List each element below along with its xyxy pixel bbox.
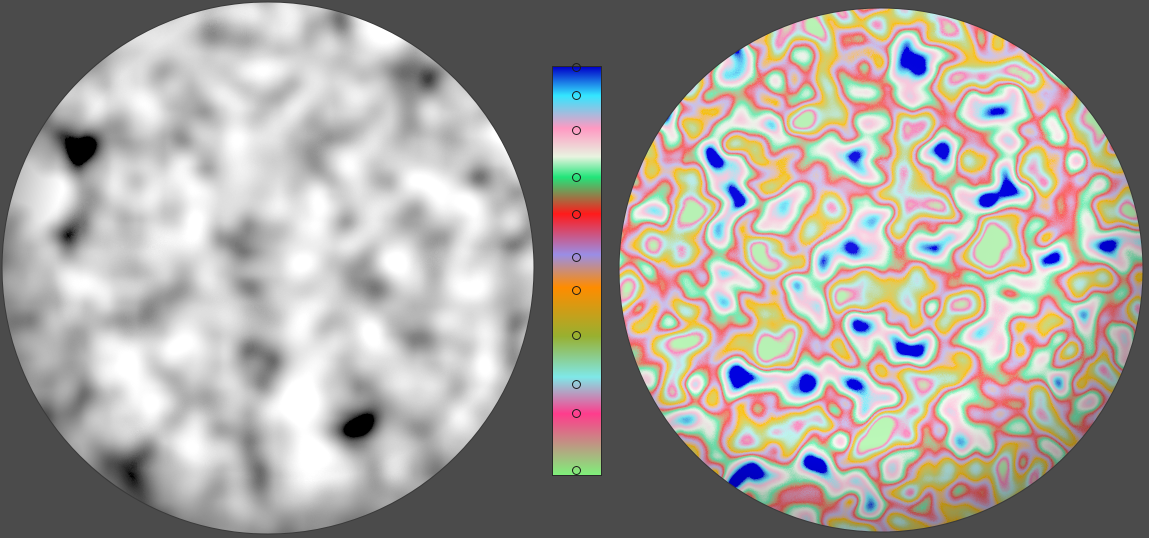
color-stop-handle[interactable] xyxy=(572,63,581,72)
color-stop-handle[interactable] xyxy=(572,173,581,183)
color-stop-handle[interactable] xyxy=(572,408,581,418)
color-stop-handle[interactable] xyxy=(572,331,581,341)
color-ramp[interactable] xyxy=(552,63,602,476)
color-stop-handle[interactable] xyxy=(572,126,581,136)
color-stop-handle[interactable] xyxy=(572,253,581,263)
grayscale-noise-sphere xyxy=(1,1,535,535)
color-stop-handle[interactable] xyxy=(572,91,581,101)
color-stop-handle[interactable] xyxy=(572,285,581,295)
color-stop-handle[interactable] xyxy=(572,380,581,390)
color-stop-handle[interactable] xyxy=(572,466,581,475)
color-mapped-noise-sphere xyxy=(618,7,1144,533)
color-stop-handle[interactable] xyxy=(572,210,581,220)
